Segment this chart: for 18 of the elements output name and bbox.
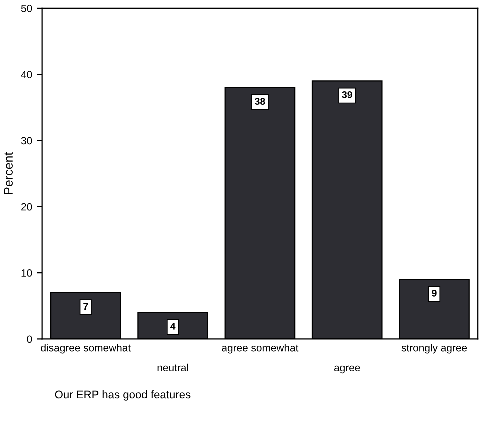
y-axis-title: Percent xyxy=(4,152,13,194)
y-tick-label: 30 xyxy=(21,137,32,145)
y-tick-label: 40 xyxy=(21,71,32,78)
x-tick-label: neutral xyxy=(158,364,188,372)
x-tick-label: disagree somewhat xyxy=(41,344,131,354)
x-tick-label: agree somewhat xyxy=(222,344,299,354)
data-label: 7 xyxy=(84,303,88,310)
data-label: 4 xyxy=(170,323,176,330)
x-tick-label: strongly agree xyxy=(402,344,468,354)
y-tick-label: 0 xyxy=(27,336,32,344)
y-tick-label: 10 xyxy=(22,270,32,277)
data-label: 9 xyxy=(432,290,437,297)
data-label: 38 xyxy=(255,98,266,106)
data-label: 39 xyxy=(342,92,352,98)
y-tick-label: 50 xyxy=(21,4,32,12)
x-tick-label: agree xyxy=(334,366,360,374)
y-tick-label: 20 xyxy=(22,203,32,211)
x-axis-title: Our ERP has good features xyxy=(55,390,191,401)
